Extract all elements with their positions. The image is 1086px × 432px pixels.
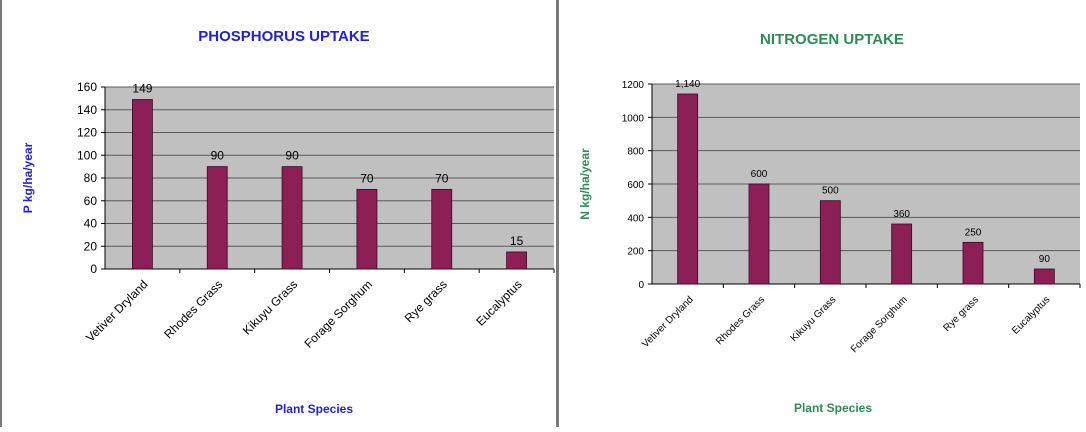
bar: [748, 183, 770, 285]
x-tick-label: Forage Sorghum: [301, 277, 375, 351]
y-tick-label: 0: [638, 280, 644, 291]
y-tick-label: 120: [77, 126, 97, 140]
y-tick-label: 200: [627, 247, 644, 258]
y-tick-label: 800: [627, 147, 644, 158]
bar: [281, 166, 303, 270]
data-label: 360: [893, 209, 910, 220]
x-tick-label: Rhodes Grass: [161, 277, 225, 341]
chart-title: NITROGEN UPTAKE: [760, 31, 904, 48]
data-label: 15: [510, 234, 524, 248]
y-tick-label: 140: [77, 103, 97, 117]
panel-divider: [556, 0, 559, 427]
y-tick-label: 40: [84, 217, 98, 231]
x-axis-title: Plant Species: [794, 401, 872, 415]
y-tick-label: 1000: [622, 113, 645, 124]
nitrogen-chart-panel: NITROGEN UPTAKE 0 200 400 600 800 1000 1200 1,14…: [559, 0, 1086, 427]
data-label: 70: [360, 171, 374, 185]
y-tick-label: 80: [84, 171, 98, 185]
bar: [677, 93, 699, 285]
x-tick-label: Vetiver Dryland: [640, 294, 696, 350]
y-tick-label: 600: [627, 180, 644, 191]
data-label: 90: [285, 149, 299, 163]
x-tick-label: Rye grass: [402, 277, 450, 325]
data-label: 500: [822, 186, 839, 197]
x-tick-label: Forage Sorghum: [849, 294, 910, 355]
left-border: [0, 0, 2, 427]
bar: [962, 241, 984, 285]
data-label: 250: [965, 227, 982, 238]
y-axis-title: P kg/ha/year: [21, 142, 35, 213]
phosphorus-uptake-chart: PHOSPHORUS UPTAKE 0 20 40 60 80 100 120 140 160 14…: [21, 28, 555, 416]
data-label: 1,140: [675, 79, 700, 90]
bar: [132, 99, 153, 270]
y-axis-title: N kg/ha/year: [578, 148, 592, 220]
x-axis-title: Plant Species: [275, 402, 353, 416]
bar: [356, 188, 378, 270]
x-tick-label: Rhodes Grass: [714, 294, 767, 347]
data-label: 149: [132, 82, 152, 96]
x-tick-label: Vetiver Dryland: [83, 277, 150, 344]
y-tick-label: 0: [90, 262, 97, 276]
phosphorus-chart-panel: PHOSPHORUS UPTAKE 0 20 40 60 80 100 120 140 160 14…: [2, 0, 556, 427]
y-tick-label: 160: [77, 80, 97, 94]
y-tick-label: 1200: [622, 80, 645, 91]
data-label: 600: [751, 169, 768, 180]
data-label: 70: [435, 171, 449, 185]
bar: [431, 188, 453, 270]
x-tick-label: Eucalyptus: [473, 277, 524, 328]
bar: [206, 166, 228, 270]
x-tick-label: Eucalyptus: [1010, 294, 1052, 336]
y-tick-label: 400: [627, 213, 644, 224]
x-tick-label: Kikuyu Grass: [240, 277, 300, 337]
data-label: 90: [1039, 254, 1051, 265]
bar: [819, 200, 841, 285]
bar: [1033, 268, 1055, 285]
nitrogen-uptake-chart: NITROGEN UPTAKE 0 200 400 600 800 1000 1200 1,14…: [578, 31, 1081, 415]
bar: [891, 223, 913, 285]
y-tick-label: 100: [77, 148, 97, 162]
x-tick-label: Rye grass: [942, 294, 982, 334]
y-tick-label: 20: [84, 239, 98, 253]
data-label: 90: [211, 149, 225, 163]
chart-title: PHOSPHORUS UPTAKE: [198, 28, 369, 45]
y-tick-label: 60: [84, 194, 98, 208]
bar: [506, 251, 527, 270]
x-tick-label: Kikuyu Grass: [789, 294, 839, 344]
